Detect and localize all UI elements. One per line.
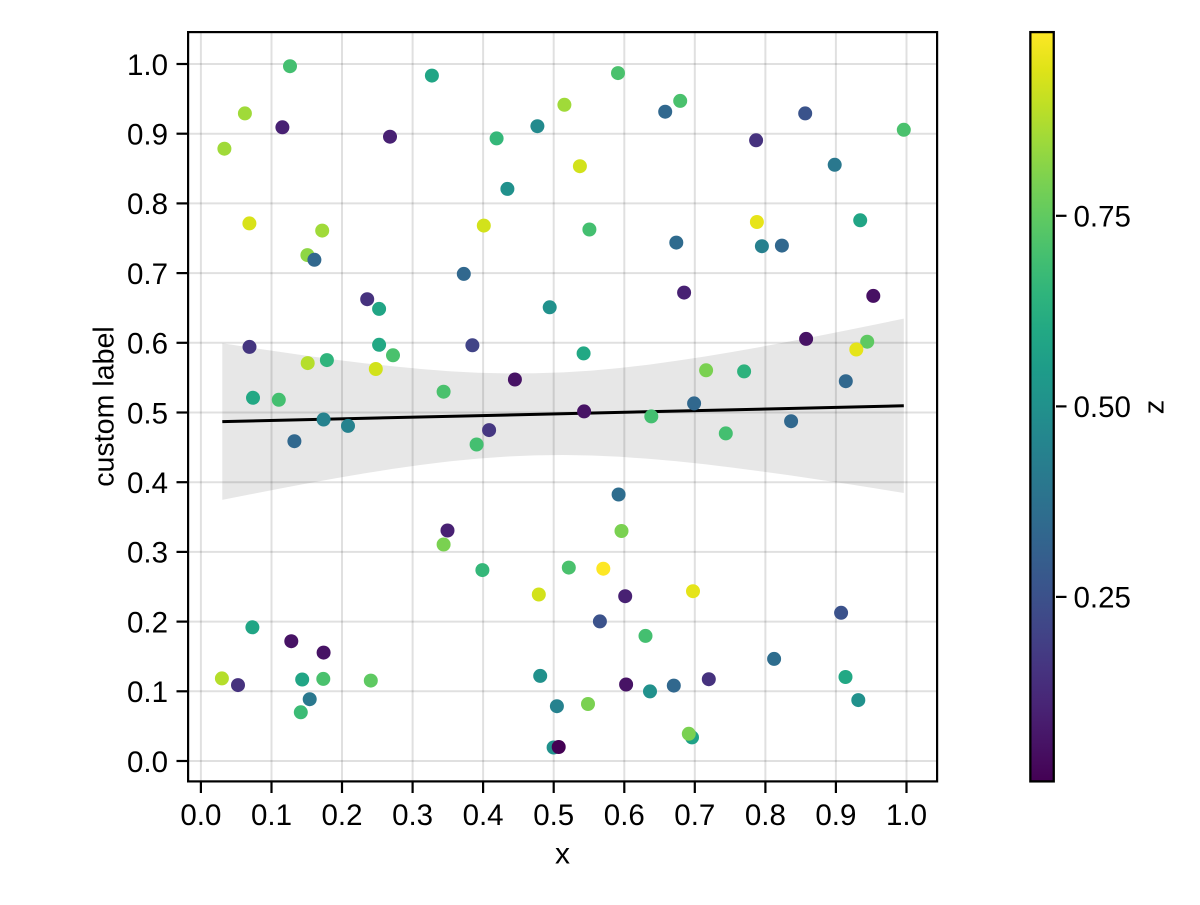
svg-text:z: z [1138, 400, 1170, 415]
svg-text:0.6: 0.6 [604, 799, 645, 832]
svg-text:0.7: 0.7 [127, 258, 168, 291]
svg-text:0.50: 0.50 [1074, 391, 1131, 424]
svg-text:0.2: 0.2 [321, 799, 362, 832]
svg-text:0.4: 0.4 [463, 799, 504, 832]
svg-text:custom label: custom label [88, 326, 120, 487]
svg-text:0.8: 0.8 [745, 799, 786, 832]
svg-text:0.1: 0.1 [127, 676, 168, 709]
svg-text:0.25: 0.25 [1074, 582, 1131, 615]
svg-text:0.3: 0.3 [392, 799, 433, 832]
svg-text:1.0: 1.0 [886, 799, 927, 832]
svg-text:0.0: 0.0 [127, 746, 168, 779]
svg-text:0.2: 0.2 [127, 606, 168, 639]
svg-text:0.5: 0.5 [127, 397, 168, 430]
svg-text:x: x [555, 838, 570, 871]
svg-text:1.0: 1.0 [127, 49, 168, 82]
svg-text:0.5: 0.5 [533, 799, 574, 832]
svg-text:0.6: 0.6 [127, 328, 168, 361]
svg-text:0.3: 0.3 [127, 537, 168, 570]
svg-text:0.8: 0.8 [127, 188, 168, 221]
svg-text:0.0: 0.0 [180, 799, 221, 832]
svg-text:0.4: 0.4 [127, 467, 168, 500]
svg-text:0.9: 0.9 [815, 799, 856, 832]
svg-text:0.1: 0.1 [251, 799, 292, 832]
svg-text:0.9: 0.9 [127, 119, 168, 152]
svg-text:0.75: 0.75 [1074, 201, 1131, 234]
svg-text:0.7: 0.7 [674, 799, 715, 832]
